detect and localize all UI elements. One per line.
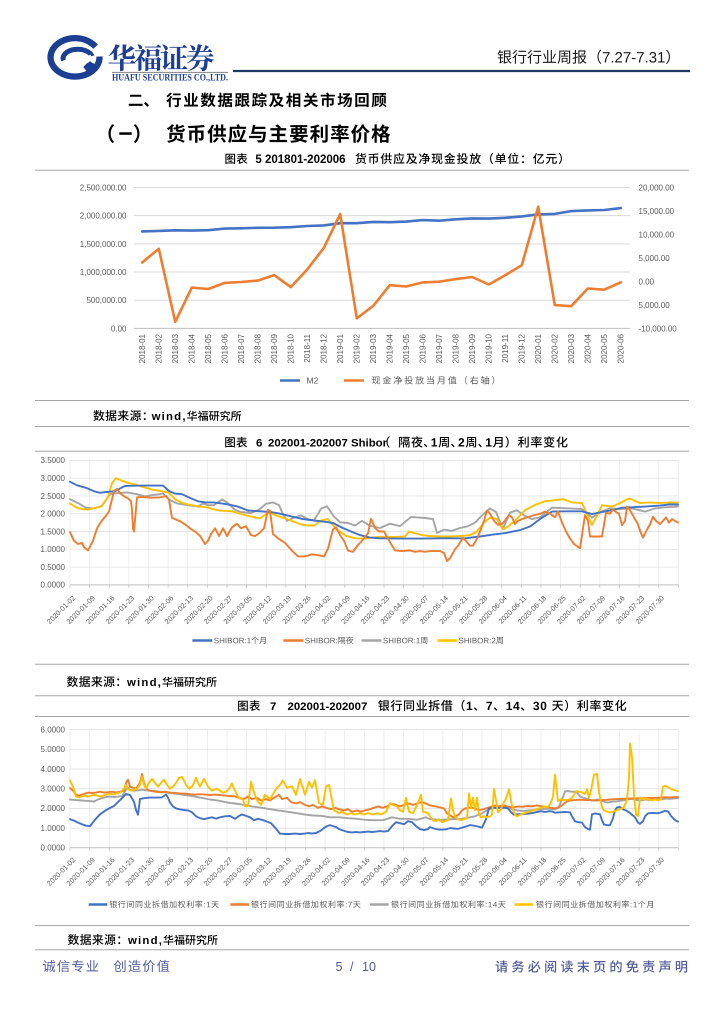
svg-text:2018-03: 2018-03 (171, 333, 180, 363)
svg-text:0.0000: 0.0000 (41, 581, 66, 590)
svg-text:202001-202007: 202001-202007 (288, 701, 368, 713)
svg-text:10: 10 (362, 960, 376, 974)
svg-text:2018-09: 2018-09 (270, 333, 279, 363)
svg-text:4.0000: 4.0000 (41, 765, 66, 774)
svg-text:2018-07: 2018-07 (237, 333, 246, 363)
svg-text:0.00: 0.00 (639, 277, 655, 286)
svg-text:2018-04: 2018-04 (188, 333, 197, 363)
svg-text:2020-04: 2020-04 (584, 333, 593, 363)
svg-text:5 201801-202006: 5 201801-202006 (255, 154, 345, 166)
svg-text:2018-01: 2018-01 (138, 333, 147, 363)
svg-text:2018-06: 2018-06 (221, 333, 230, 363)
svg-text:2020-05: 2020-05 (600, 333, 609, 363)
svg-text:2018-12: 2018-12 (320, 333, 329, 363)
svg-text:2019-04: 2019-04 (386, 333, 395, 363)
svg-text:2020-06: 2020-06 (617, 333, 626, 363)
svg-text:2020-02: 2020-02 (551, 333, 560, 363)
svg-text:0.5000: 0.5000 (41, 563, 66, 572)
svg-text:2019-02: 2019-02 (353, 333, 362, 363)
svg-text:1,000,000.00: 1,000,000.00 (80, 268, 127, 277)
svg-text:6.0000: 6.0000 (41, 725, 66, 734)
svg-text:2020-03: 2020-03 (567, 333, 576, 363)
svg-text:0.00: 0.00 (111, 324, 127, 333)
svg-text:5,000.00: 5,000.00 (639, 254, 671, 263)
svg-text:M2: M2 (307, 376, 319, 386)
svg-text:500,000.00: 500,000.00 (86, 296, 127, 305)
svg-text:3.0000: 3.0000 (41, 785, 66, 794)
svg-text:2018-10: 2018-10 (287, 333, 296, 363)
svg-text:2019-07: 2019-07 (435, 333, 444, 363)
svg-text:/: / (350, 960, 354, 974)
svg-text:6: 6 (256, 438, 262, 450)
svg-text:15,000.00: 15,000.00 (639, 207, 675, 216)
svg-text:1.0000: 1.0000 (41, 545, 66, 554)
svg-text:1.5000: 1.5000 (41, 527, 66, 536)
svg-text:5,000.00: 5,000.00 (639, 301, 671, 310)
svg-text:2.5000: 2.5000 (41, 492, 66, 501)
svg-text:3.0000: 3.0000 (41, 474, 66, 483)
svg-text:2019-06: 2019-06 (419, 333, 428, 363)
svg-text:1,500,000.00: 1,500,000.00 (80, 240, 127, 249)
svg-text:1.0000: 1.0000 (41, 824, 66, 833)
svg-text:2.0000: 2.0000 (41, 804, 66, 813)
svg-text:HUAFU SECURITIES CO.,LTD.: HUAFU SECURITIES CO.,LTD. (112, 73, 228, 83)
svg-text:2.0000: 2.0000 (41, 510, 66, 519)
svg-text:2018-05: 2018-05 (204, 333, 213, 363)
svg-text:2018-11: 2018-11 (303, 333, 312, 362)
svg-text:2019-12: 2019-12 (518, 333, 527, 363)
svg-text:0.0000: 0.0000 (41, 844, 66, 853)
svg-text:wind,: wind, (151, 411, 187, 423)
svg-text:2,000,000.00: 2,000,000.00 (80, 212, 127, 221)
svg-text:10,000.00: 10,000.00 (639, 230, 675, 239)
svg-text:2019-10: 2019-10 (485, 333, 494, 363)
svg-text:2019-05: 2019-05 (402, 333, 411, 363)
svg-text:202001-202007 Shibor: 202001-202007 Shibor (268, 438, 388, 450)
svg-text:2019-01: 2019-01 (336, 333, 345, 363)
svg-text:2,500,000.00: 2,500,000.00 (80, 183, 127, 192)
svg-text:3.5000: 3.5000 (41, 456, 66, 465)
svg-text:20,000.00: 20,000.00 (639, 183, 675, 192)
svg-text:wind,: wind, (127, 935, 163, 947)
svg-text:2019-03: 2019-03 (369, 333, 378, 363)
svg-text:2018-02: 2018-02 (155, 333, 164, 363)
svg-text:2019-08: 2019-08 (452, 333, 461, 363)
svg-text:wind,: wind, (126, 677, 162, 689)
svg-text:7: 7 (270, 701, 276, 713)
svg-text:2018-08: 2018-08 (254, 333, 263, 363)
svg-text:-10,000.00: -10,000.00 (639, 324, 678, 333)
svg-text:2019-11: 2019-11 (501, 333, 510, 362)
svg-text:5: 5 (336, 960, 343, 974)
svg-text:2019-09: 2019-09 (468, 333, 477, 363)
svg-text:2020-01: 2020-01 (534, 333, 543, 363)
svg-text:5.0000: 5.0000 (41, 745, 66, 754)
